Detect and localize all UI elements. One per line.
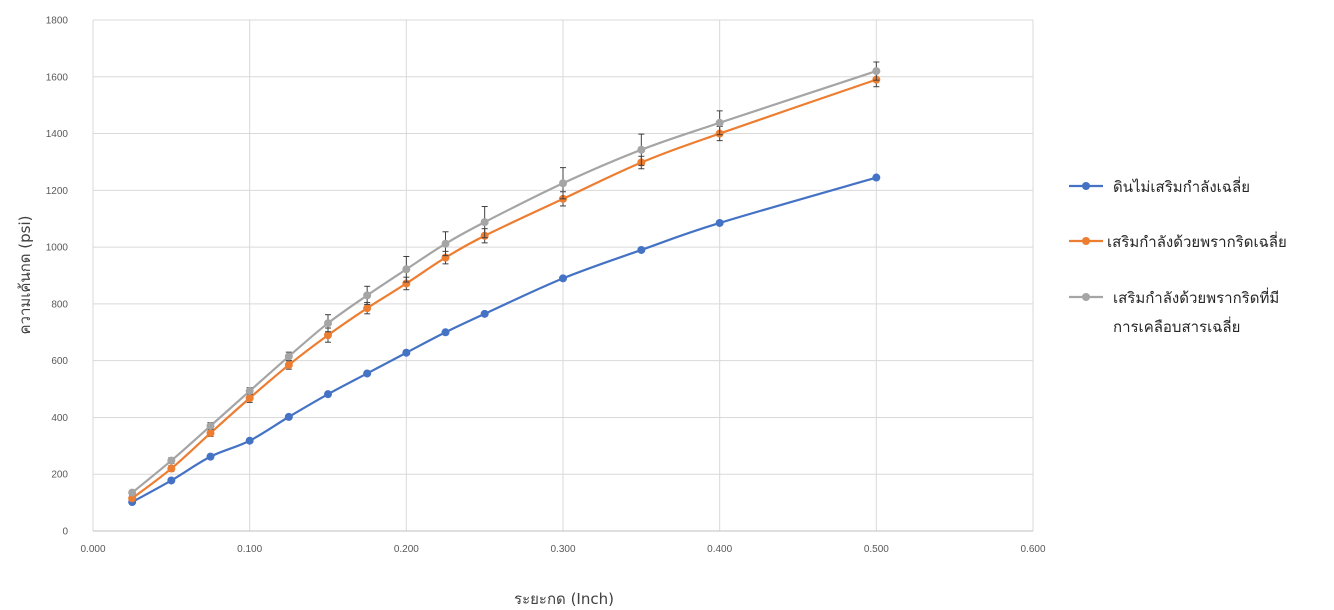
series-line: [131, 70, 877, 494]
data-point: [637, 145, 646, 154]
data-point: [324, 331, 332, 340]
data-point: [167, 476, 176, 485]
y-tick-label: 0: [62, 527, 68, 538]
data-point: [872, 67, 881, 76]
data-point: [167, 464, 176, 473]
y-tick-label: 1400: [46, 129, 69, 140]
data-point: [441, 239, 450, 248]
data-point: [402, 279, 411, 288]
x-tick-label: 0.500: [864, 544, 889, 555]
data-point: [245, 436, 254, 445]
legend-label: เสริมกำลังด้วยพรากริดเฉลี่ย: [1107, 231, 1287, 251]
legend: ดินไม่เสริมกำลังเฉลี่ยเสริมกำลังด้วยพราก…: [1069, 176, 1287, 336]
data-point: [559, 179, 567, 188]
legend-marker: [1082, 182, 1090, 190]
data-point: [245, 394, 254, 403]
data-point: [284, 360, 293, 369]
x-tick-label: 0.000: [80, 544, 105, 555]
legend-entry-2: เสริมกำลังด้วยพรากริดเฉลี่ย: [1069, 231, 1287, 251]
series-layer: [128, 61, 881, 507]
x-tick-label: 0.100: [237, 544, 262, 555]
data-point: [559, 274, 567, 283]
data-point: [715, 118, 724, 127]
legend-marker: [1082, 293, 1090, 301]
data-point: [206, 429, 215, 438]
data-point: [284, 352, 293, 361]
data-point: [128, 488, 137, 497]
x-axis-tick-labels: 0.000 0.100 0.200 0.300 0.400 0.500 0.600: [80, 544, 1045, 555]
legend-label: เสริมกำลังด้วยพรากริดที่มี: [1113, 287, 1279, 307]
data-point: [872, 173, 881, 182]
legend-label: การเคลือบสารเฉลี่ย: [1113, 316, 1240, 336]
data-point: [480, 218, 489, 227]
data-point: [402, 265, 411, 274]
data-point: [441, 328, 450, 337]
y-tick-label: 800: [51, 299, 68, 310]
y-tick-label: 1600: [46, 72, 69, 83]
data-point: [245, 387, 254, 396]
data-point: [363, 369, 372, 378]
y-tick-label: 1200: [46, 186, 69, 197]
legend-label: ดินไม่เสริมกำลังเฉลี่ย: [1113, 176, 1250, 196]
x-tick-label: 0.600: [1020, 544, 1045, 555]
data-point: [284, 412, 293, 421]
y-tick-label: 1000: [46, 243, 69, 254]
legend-entry-3: เสริมกำลังด้วยพรากริดที่มีการเคลือบสารเฉ…: [1069, 287, 1279, 336]
data-point: [167, 456, 176, 465]
data-point: [324, 390, 332, 399]
series-3: [128, 61, 881, 497]
series-2: [128, 72, 881, 503]
series-1: [128, 173, 881, 507]
data-point: [480, 309, 489, 318]
data-point: [206, 421, 215, 430]
data-point: [402, 348, 411, 357]
legend-entry-1: ดินไม่เสริมกำลังเฉลี่ย: [1069, 176, 1250, 196]
data-point: [715, 218, 724, 227]
y-tick-label: 600: [51, 356, 68, 367]
y-axis-title: ความเค้นกด (psi): [16, 216, 34, 335]
legend-marker: [1082, 237, 1090, 245]
data-point: [128, 494, 137, 503]
y-tick-label: 200: [51, 470, 68, 481]
x-tick-label: 0.200: [394, 544, 419, 555]
y-axis-tick-labels: 0 200 400 600 800 1000 1200 1400 1600 1800: [46, 16, 69, 538]
data-point: [206, 452, 215, 461]
data-point: [637, 245, 646, 254]
series-line: [131, 78, 877, 500]
y-tick-label: 400: [51, 413, 68, 424]
x-axis-title: ระยะกด (Inch): [514, 590, 614, 608]
data-point: [363, 304, 372, 313]
data-point: [324, 319, 332, 328]
x-tick-label: 0.300: [550, 544, 575, 555]
x-tick-label: 0.400: [707, 544, 732, 555]
y-tick-label: 1800: [46, 16, 69, 27]
data-point: [363, 291, 372, 300]
